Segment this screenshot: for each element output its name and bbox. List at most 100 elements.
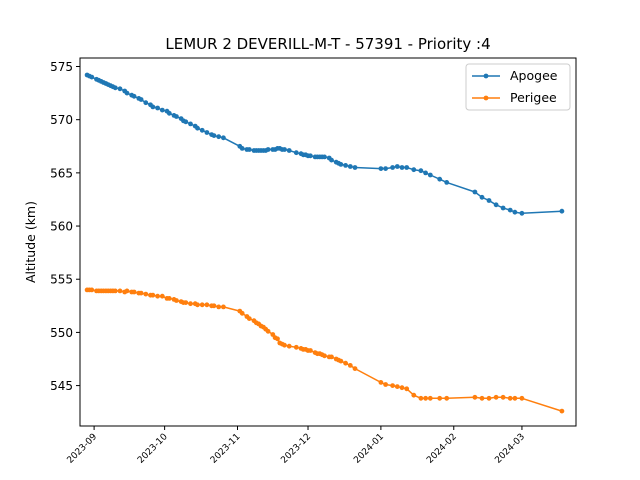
apogee-point: [239, 146, 245, 151]
apogee-point: [246, 147, 252, 152]
apogee-point: [352, 165, 358, 170]
perigee-point: [138, 290, 144, 296]
perigee-point: [479, 395, 485, 401]
perigee-point: [486, 395, 492, 401]
perigee-point: [352, 366, 358, 371]
perigee-point: [159, 293, 165, 299]
perigee-point: [239, 310, 245, 316]
y-tick-label: 550: [50, 326, 73, 340]
apogee-point: [282, 147, 287, 152]
perigee-point: [131, 289, 137, 295]
perigee-point: [150, 292, 156, 298]
apogee-point: [117, 86, 123, 92]
perigee-point: [188, 301, 193, 307]
perigee-point: [211, 303, 217, 309]
perigee-point: [411, 392, 417, 398]
perigee-point: [512, 395, 518, 401]
perigee-point: [418, 395, 424, 401]
apogee-point: [286, 148, 292, 153]
apogee-point: [174, 114, 179, 119]
apogee-point: [519, 210, 525, 216]
apogee-point: [188, 121, 193, 127]
apogee-point: [399, 165, 405, 170]
apogee-point: [89, 74, 95, 80]
apogee-point: [486, 198, 492, 203]
apogee-point: [404, 165, 410, 170]
perigee-point: [221, 304, 226, 310]
apogee-point: [211, 133, 217, 139]
apogee-point: [322, 154, 327, 160]
perigee-point: [246, 316, 252, 321]
perigee-point: [423, 395, 428, 401]
apogee-point: [138, 97, 144, 102]
apogee-point: [394, 164, 400, 169]
perigee-point: [347, 363, 353, 368]
perigee-point: [472, 394, 478, 400]
apogee-point: [437, 176, 443, 182]
apogee-point: [500, 205, 506, 211]
perigee-point: [390, 383, 395, 388]
apogee-point: [143, 100, 149, 106]
apogee-point: [347, 164, 353, 169]
apogee-point: [343, 163, 348, 168]
apogee-point: [221, 135, 226, 141]
perigee-point: [343, 360, 348, 366]
perigee-point: [293, 344, 299, 350]
perigee-point: [338, 358, 344, 364]
apogee-point: [479, 194, 485, 200]
perigee-point: [493, 394, 499, 400]
apogee-point: [166, 110, 172, 116]
apogee-point: [131, 93, 137, 99]
perigee-point: [216, 304, 222, 310]
y-tick-label: 555: [50, 273, 73, 287]
series-perigee: [84, 287, 565, 414]
plot-frame: [79, 57, 577, 427]
chart-title: LEMUR 2 DEVERILL-M-T - 57391 - Priority …: [165, 35, 490, 53]
apogee-point: [195, 125, 200, 131]
perigee-point: [519, 395, 525, 401]
series-apogee: [84, 72, 565, 216]
apogee-point: [150, 104, 156, 110]
y-tick-label: 565: [50, 166, 73, 180]
apogee-point: [293, 150, 299, 156]
apogee-point: [338, 162, 344, 167]
apogee-point: [423, 170, 428, 176]
y-tick-label: 545: [50, 379, 73, 393]
apogee-point: [507, 207, 513, 213]
perigee-point: [174, 298, 179, 303]
perigee-point: [383, 382, 388, 387]
series-layer: [84, 72, 565, 414]
perigee-point: [378, 380, 384, 385]
perigee-point: [124, 288, 130, 294]
apogee-point: [444, 180, 450, 185]
perigee-point: [275, 336, 280, 342]
perigee-point: [559, 408, 565, 414]
apogee-point: [559, 208, 565, 214]
apogee-point: [216, 134, 222, 140]
apogee-point: [124, 90, 130, 96]
perigee-point: [394, 384, 400, 389]
legend: Apogee Perigee: [465, 63, 571, 111]
apogee-point: [427, 172, 433, 178]
apogee-point: [493, 202, 499, 208]
perigee-point: [204, 302, 210, 308]
legend-perigee-label: Perigee: [510, 90, 557, 105]
perigee-point: [404, 386, 410, 392]
legend-apogee-marker: [483, 73, 489, 79]
perigee-point: [199, 302, 205, 308]
y-tick-label: 575: [50, 60, 73, 74]
perigee-point: [399, 385, 405, 391]
apogee-point: [265, 147, 271, 152]
y-tick-label: 570: [50, 113, 73, 127]
apogee-point: [378, 166, 384, 172]
plot-area: [80, 58, 576, 426]
apogee-point: [112, 85, 118, 91]
legend-apogee-label: Apogee: [510, 68, 558, 83]
perigee-point: [444, 395, 450, 401]
perigee-point: [322, 353, 327, 359]
perigee-point: [112, 288, 118, 294]
perigee-point: [89, 287, 95, 293]
perigee-point: [282, 342, 287, 348]
apogee-point: [411, 167, 417, 173]
